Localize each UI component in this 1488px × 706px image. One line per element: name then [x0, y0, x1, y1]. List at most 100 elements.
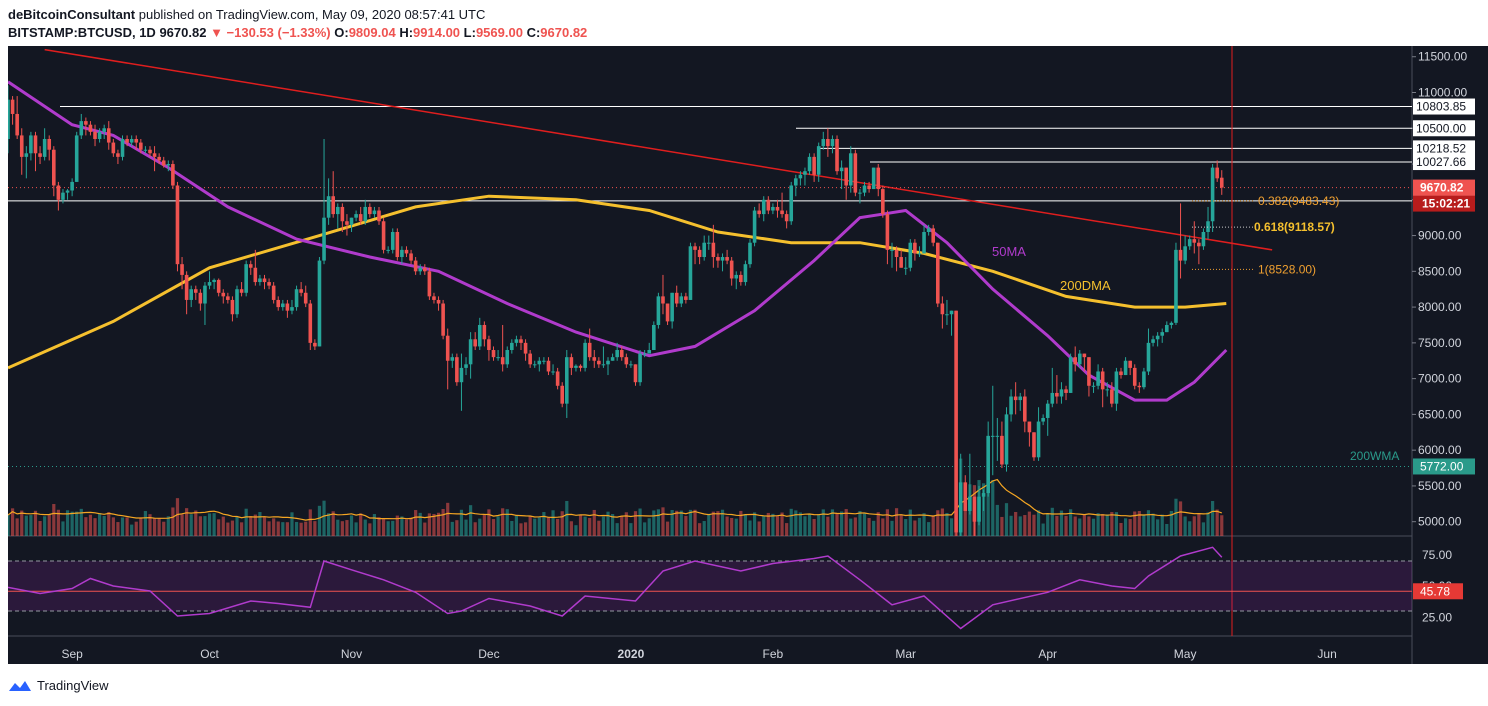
volume-bar — [487, 509, 491, 536]
candle-body — [642, 353, 647, 355]
volume-bar — [1160, 514, 1164, 536]
candle-body — [271, 285, 276, 300]
volume-bar — [180, 514, 184, 536]
fib-level-label: 0.618(9118.57) — [1254, 220, 1335, 234]
candle-body — [702, 242, 706, 258]
candle-body — [340, 206, 345, 222]
volume-bar — [148, 514, 152, 536]
volume-bar — [322, 500, 326, 536]
volume-bar — [1073, 516, 1077, 536]
candle-body — [1201, 231, 1206, 247]
rsi-tick-label: 25.00 — [1422, 610, 1452, 624]
low-label: L: — [463, 25, 476, 40]
volume-bar — [15, 518, 19, 536]
candle-body — [542, 360, 546, 362]
volume-bar — [1169, 510, 1173, 536]
candle-body — [244, 264, 248, 293]
candle-body — [1009, 396, 1013, 415]
volume-bar — [675, 510, 679, 536]
candle-body — [780, 210, 784, 215]
volume-bar — [1009, 515, 1013, 536]
candle-body — [697, 249, 702, 258]
footer-brand[interactable]: TradingView — [37, 678, 109, 693]
volume-bar — [514, 515, 519, 536]
volume-bar — [748, 520, 752, 536]
candle-body — [74, 135, 79, 182]
candle-body — [1041, 417, 1045, 422]
volume-bar — [423, 522, 427, 536]
candle-body — [363, 206, 368, 222]
candle-body — [1142, 371, 1146, 388]
candle-body — [267, 282, 271, 286]
volume-bar — [771, 513, 775, 536]
volume-bar — [963, 486, 967, 536]
candle-body — [734, 274, 739, 279]
volume-bar — [221, 516, 225, 536]
candle-body — [670, 292, 674, 322]
volume-bar — [345, 520, 349, 536]
volume-bar — [441, 508, 445, 536]
volume-bar — [826, 516, 830, 536]
volume-bar — [523, 522, 528, 536]
candle-body — [647, 350, 652, 354]
candle-body — [29, 135, 33, 154]
candle-body — [949, 310, 954, 315]
candle-body — [326, 196, 331, 218]
candle-body — [858, 192, 862, 194]
candle-body — [917, 253, 922, 255]
candle-body — [569, 357, 574, 368]
volume-bar — [661, 507, 665, 536]
symbol-line: BITSTAMP:BTCUSD, 1D 9670.82 ▼ −130.53 (−… — [8, 24, 587, 42]
author-name[interactable]: deBitcoinConsultant — [8, 7, 136, 22]
candle-body — [1210, 167, 1215, 222]
volume-bar — [294, 521, 299, 536]
candle-body — [1169, 322, 1174, 325]
candle-body — [290, 307, 294, 311]
candle-body — [871, 167, 876, 190]
candle-body — [899, 257, 903, 268]
candle-body — [1100, 371, 1105, 390]
candle-body — [56, 185, 61, 200]
candle-body — [88, 124, 93, 132]
candle-body — [812, 156, 816, 175]
candle-body — [693, 246, 697, 250]
volume-bar — [853, 517, 857, 536]
volume-bar — [1220, 515, 1224, 536]
volume-bar — [75, 511, 79, 536]
candle-body — [1055, 392, 1059, 397]
volume-bar — [395, 515, 399, 536]
volume-bar — [1082, 514, 1086, 536]
volume-bar — [29, 515, 33, 536]
open-label: O: — [334, 25, 349, 40]
volume-bar — [162, 521, 166, 536]
candle-body — [1132, 367, 1137, 386]
candle-body — [583, 342, 587, 368]
volume-bar — [276, 521, 280, 536]
candle-body — [413, 260, 418, 272]
volume-bar — [446, 502, 450, 536]
volume-bar — [615, 523, 619, 536]
candle-body — [395, 231, 400, 258]
volume-bar — [125, 517, 129, 536]
volume-bar — [340, 521, 344, 536]
candle-body — [821, 138, 826, 147]
volume-bar — [253, 514, 257, 536]
volume-bar — [597, 520, 601, 536]
volume-bar — [505, 509, 509, 536]
candle-body — [798, 174, 803, 179]
candle-body — [981, 493, 986, 497]
candle-body — [894, 249, 899, 258]
candle-body — [212, 279, 216, 283]
volume-bar — [606, 511, 610, 536]
candle-body — [253, 267, 258, 283]
candle-body — [148, 149, 152, 154]
volume-bar — [230, 520, 235, 536]
volume-bar — [1050, 507, 1054, 536]
volume-bar — [812, 518, 816, 536]
volume-bar — [752, 512, 757, 536]
candle-body — [226, 296, 230, 300]
volume-bar — [1004, 503, 1009, 536]
candle-body — [381, 221, 386, 250]
candle-body — [1036, 421, 1041, 458]
